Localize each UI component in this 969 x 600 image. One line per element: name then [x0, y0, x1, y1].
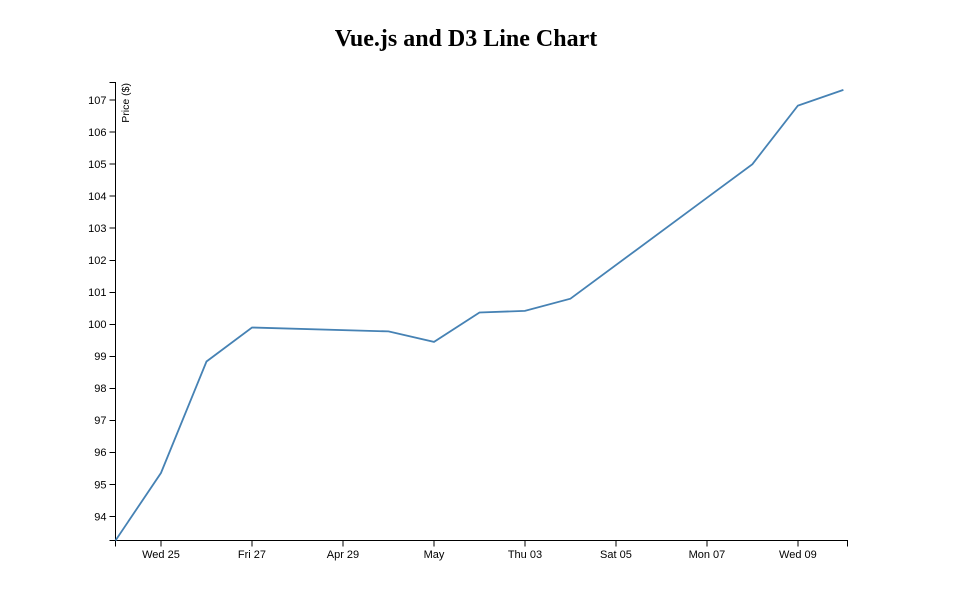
- x-axis-line: [115, 540, 848, 547]
- y-tick-label: 100: [88, 319, 106, 331]
- y-axis-line: [109, 82, 116, 541]
- y-tick-label: 97: [94, 415, 106, 427]
- price-line: [114, 89, 844, 542]
- x-tick-label: Apr 29: [327, 549, 359, 561]
- x-tick-label: Wed 09: [779, 549, 817, 561]
- y-tick-label: 105: [88, 159, 106, 171]
- y-tick-label: 98: [94, 383, 106, 395]
- y-tick-label: 96: [94, 447, 106, 459]
- y-tick-label: 101: [88, 287, 106, 299]
- x-axis: Wed 25 Fri 27 Apr 29 May Thu 03 Sat 05 Mon 07 W…: [115, 540, 848, 561]
- x-tick-label: Mon 07: [689, 549, 726, 561]
- y-tick-label: 99: [94, 351, 106, 363]
- x-tick-label: Fri 27: [238, 549, 266, 561]
- y-tick-label: 106: [88, 127, 106, 139]
- x-tick-label: Thu 03: [508, 549, 542, 561]
- x-tick-label: Wed 25: [142, 549, 180, 561]
- x-tick-label: May: [424, 549, 445, 561]
- y-tick-label: 95: [94, 479, 106, 491]
- y-tick-label: 107: [88, 95, 106, 107]
- y-axis: 94 95 96 97 98 99 100 101 102 103 104 105 106 107: [88, 82, 116, 541]
- y-tick-label: 104: [88, 191, 106, 203]
- y-tick-label: 94: [94, 511, 106, 523]
- y-tick-label: 103: [88, 223, 106, 235]
- y-tick-label: 102: [88, 255, 106, 267]
- chart-title: Vue.js and D3 Line Chart: [335, 26, 598, 52]
- x-tick-label: Sat 05: [600, 549, 632, 561]
- y-axis-title: Price ($): [120, 83, 132, 123]
